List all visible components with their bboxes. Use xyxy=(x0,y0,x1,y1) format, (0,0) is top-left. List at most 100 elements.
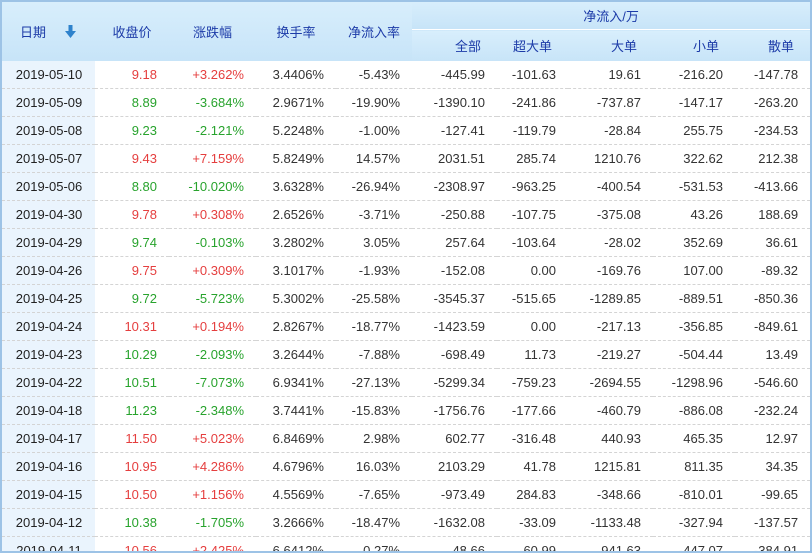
cell-turnover: 4.6796% xyxy=(256,452,336,481)
cell-inflow-scattered: -99.65 xyxy=(735,480,810,509)
cell-inflow-scattered: -89.32 xyxy=(735,256,810,285)
cell-change: +0.194% xyxy=(169,312,256,341)
cell-turnover: 3.2666% xyxy=(256,508,336,537)
cell-inflow-large: -737.87 xyxy=(568,88,653,117)
table-row: 2019-05-08 9.23 -2.121% 5.2248% -1.00% -127.4… xyxy=(2,116,810,145)
sort-descending-icon[interactable] xyxy=(64,25,77,38)
cell-change: +0.308% xyxy=(169,200,256,229)
cell-inflow-rate: 3.05% xyxy=(336,228,412,257)
table-row: 2019-04-25 9.72 -5.723% 5.3002% -25.58% -3545… xyxy=(2,284,810,313)
cell-inflow-scattered: 36.61 xyxy=(735,228,810,257)
cell-change: -2.348% xyxy=(169,396,256,425)
cell-close: 9.18 xyxy=(95,61,169,89)
table-row: 2019-04-30 9.78 +0.308% 2.6526% -3.71% -250.8… xyxy=(2,200,810,229)
cell-turnover: 2.9671% xyxy=(256,88,336,117)
table-row: 2019-04-15 10.50 +1.156% 4.5569% -7.65% -973.… xyxy=(2,480,810,509)
cell-close: 9.75 xyxy=(95,256,169,285)
cell-inflow-large: -400.54 xyxy=(568,172,653,201)
cell-close: 10.29 xyxy=(95,340,169,369)
cell-inflow-large: -348.66 xyxy=(568,480,653,509)
table-row: 2019-04-26 9.75 +0.309% 3.1017% -1.93% -152.0… xyxy=(2,256,810,285)
cell-change: -7.073% xyxy=(169,368,256,397)
cell-inflow-super-large: 11.73 xyxy=(497,340,568,369)
table-row: 2019-04-11 10.56 +2.425% 6.6412% 0.27% 48.66-… xyxy=(2,536,810,551)
cell-inflow-large: -460.79 xyxy=(568,396,653,425)
cell-inflow-scattered: -849.61 xyxy=(735,312,810,341)
cell-inflow-rate: 0.27% xyxy=(336,536,412,551)
cell-change: -2.093% xyxy=(169,340,256,369)
cell-inflow-scattered: 34.35 xyxy=(735,452,810,481)
cell-close: 9.43 xyxy=(95,144,169,173)
cell-change: -5.723% xyxy=(169,284,256,313)
cell-change: -1.705% xyxy=(169,508,256,537)
cell-inflow-large: -1133.48 xyxy=(568,508,653,537)
cell-change: +3.262% xyxy=(169,61,256,89)
cell-inflow-super-large: -316.48 xyxy=(497,424,568,453)
cell-inflow-rate: -26.94% xyxy=(336,172,412,201)
cell-close: 11.23 xyxy=(95,396,169,425)
cell-inflow-super-large: -33.09 xyxy=(497,508,568,537)
table-row: 2019-05-10 9.18 +3.262% 3.4406% -5.43% -445.9… xyxy=(2,61,810,89)
cell-inflow-small: 107.00 xyxy=(653,256,735,285)
cell-inflow-all: -1632.08 xyxy=(412,508,497,537)
cell-inflow-small: -147.17 xyxy=(653,88,735,117)
cell-turnover: 2.8267% xyxy=(256,312,336,341)
cell-inflow-super-large: 285.74 xyxy=(497,144,568,173)
cell-inflow-super-large: -103.64 xyxy=(497,228,568,257)
cell-change: -0.103% xyxy=(169,228,256,257)
cell-inflow-all: -1756.76 xyxy=(412,396,497,425)
cell-change: -10.020% xyxy=(169,172,256,201)
cell-date: 2019-04-25 xyxy=(2,284,95,313)
col-header-inflow-all: 全部 xyxy=(412,29,497,61)
cell-inflow-super-large: 0.00 xyxy=(497,256,568,285)
cell-close: 10.50 xyxy=(95,480,169,509)
cell-inflow-large: -375.08 xyxy=(568,200,653,229)
col-header-date[interactable]: 日期 xyxy=(2,2,95,61)
cell-inflow-scattered: 12.97 xyxy=(735,424,810,453)
cell-turnover: 5.2248% xyxy=(256,116,336,145)
cell-inflow-rate: -1.00% xyxy=(336,116,412,145)
cell-inflow-large: -219.27 xyxy=(568,340,653,369)
table-row: 2019-04-22 10.51 -7.073% 6.9341% -27.13% -529… xyxy=(2,368,810,397)
col-header-change: 涨跌幅 xyxy=(169,2,256,61)
col-header-close: 收盘价 xyxy=(95,2,169,61)
cell-inflow-all: -3545.37 xyxy=(412,284,497,313)
col-header-inflow-small: 小单 xyxy=(653,29,735,61)
cell-inflow-super-large: -101.63 xyxy=(497,61,568,89)
col-header-turnover: 换手率 xyxy=(256,2,336,61)
table-row: 2019-05-06 8.80 -10.020% 3.6328% -26.94% -230… xyxy=(2,172,810,201)
table-row: 2019-04-23 10.29 -2.093% 3.2644% -7.88% -698.… xyxy=(2,340,810,369)
cell-inflow-small: -810.01 xyxy=(653,480,735,509)
cell-inflow-rate: 14.57% xyxy=(336,144,412,173)
cell-turnover: 2.6526% xyxy=(256,200,336,229)
cell-inflow-small: -531.53 xyxy=(653,172,735,201)
cell-close: 11.50 xyxy=(95,424,169,453)
cell-inflow-rate: -1.93% xyxy=(336,256,412,285)
col-header-inflow-large: 大单 xyxy=(568,29,653,61)
table-row: 2019-05-09 8.89 -3.684% 2.9671% -19.90% -1390… xyxy=(2,88,810,117)
cell-inflow-super-large: -963.25 xyxy=(497,172,568,201)
cell-change: +7.159% xyxy=(169,144,256,173)
cell-inflow-all: -5299.34 xyxy=(412,368,497,397)
cell-change: +2.425% xyxy=(169,536,256,551)
cell-inflow-all: -152.08 xyxy=(412,256,497,285)
cell-inflow-all: -1390.10 xyxy=(412,88,497,117)
table-row: 2019-04-29 9.74 -0.103% 3.2802% 3.05% 257.64-… xyxy=(2,228,810,257)
cell-inflow-scattered: -546.60 xyxy=(735,368,810,397)
cell-change: +0.309% xyxy=(169,256,256,285)
table-row: 2019-04-16 10.95 +4.286% 4.6796% 16.03% 2103.… xyxy=(2,452,810,481)
cell-inflow-scattered: -147.78 xyxy=(735,61,810,89)
cell-change: +1.156% xyxy=(169,480,256,509)
cell-inflow-super-large: -759.23 xyxy=(497,368,568,397)
cell-close: 10.95 xyxy=(95,452,169,481)
cell-inflow-small: -447.07 xyxy=(653,536,735,551)
cell-turnover: 6.8469% xyxy=(256,424,336,453)
cell-inflow-small: -1298.96 xyxy=(653,368,735,397)
cell-inflow-rate: -18.47% xyxy=(336,508,412,537)
cell-inflow-large: -2694.55 xyxy=(568,368,653,397)
cell-date: 2019-04-15 xyxy=(2,480,95,509)
cell-inflow-super-large: 41.78 xyxy=(497,452,568,481)
cell-inflow-scattered: 13.49 xyxy=(735,340,810,369)
cell-inflow-super-large: -60.99 xyxy=(497,536,568,551)
